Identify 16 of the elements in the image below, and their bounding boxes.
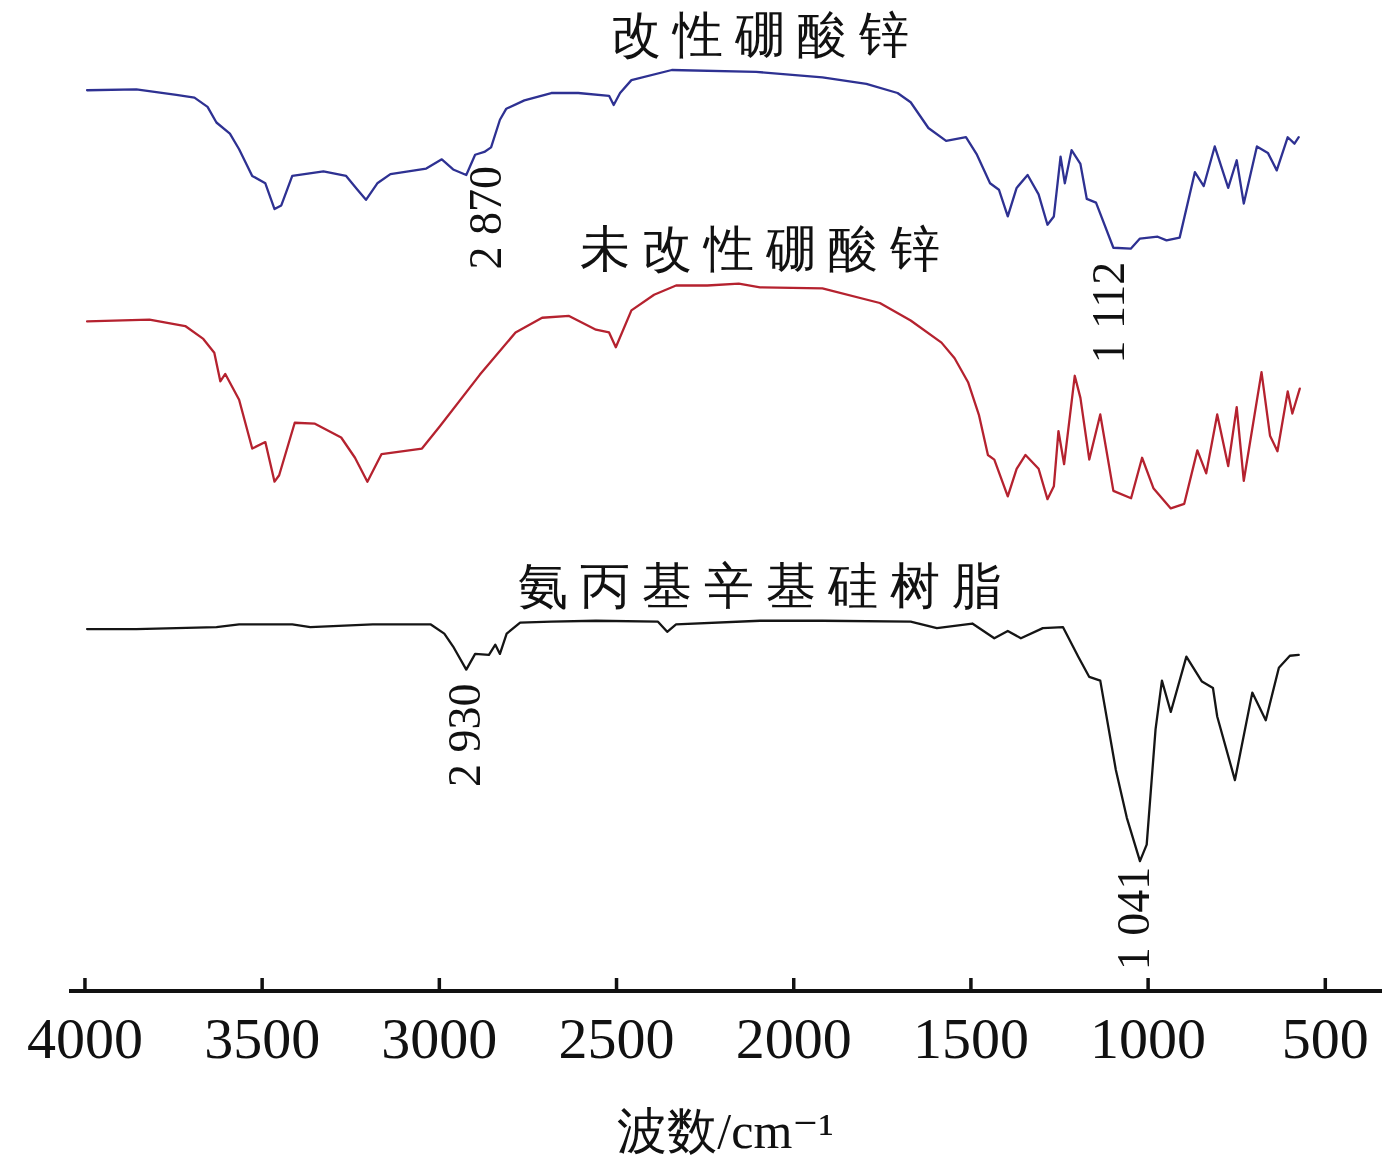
annotation: 2 930 — [438, 683, 490, 788]
annotation: 2 870 — [459, 165, 511, 270]
x-tick-label: 2500 — [558, 1006, 675, 1071]
x-tick-label: 3500 — [204, 1006, 321, 1071]
series-label: 改性硼酸锌 — [611, 7, 922, 63]
x-tick-label: 4000 — [26, 1006, 143, 1071]
x-axis-title: 波数/cm⁻¹ — [617, 1103, 834, 1159]
series-label: 未改性硼酸锌 — [580, 220, 953, 277]
x-tick-label: 3000 — [381, 1006, 498, 1071]
series-label: 氨丙基辛基硅树脂 — [518, 557, 1015, 614]
x-tick-label: 500 — [1281, 1006, 1369, 1071]
x-tick-label: 1000 — [1090, 1006, 1207, 1071]
annotation: 1 041 — [1108, 866, 1160, 971]
x-tick-label: 2000 — [735, 1006, 852, 1071]
x-tick-label: 1500 — [912, 1006, 1029, 1071]
annotation: 1 112 — [1082, 261, 1134, 364]
